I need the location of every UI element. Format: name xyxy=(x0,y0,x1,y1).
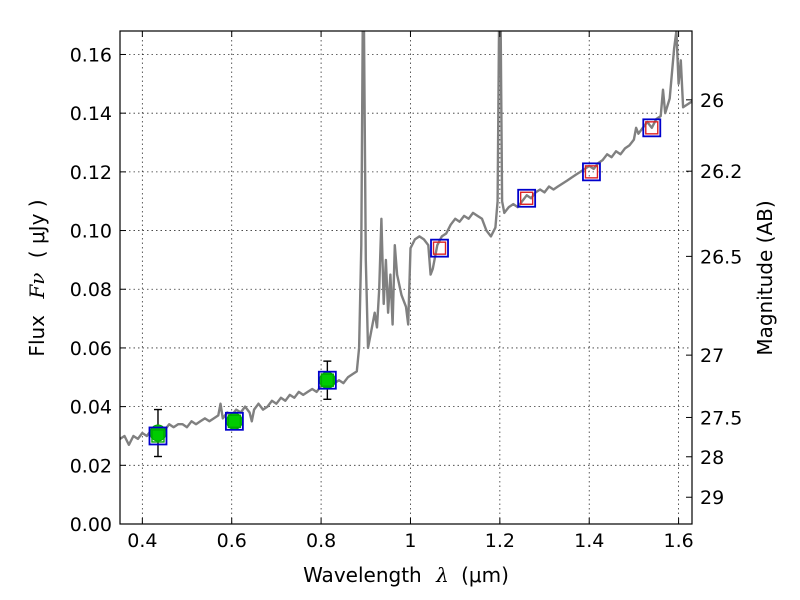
y-axis-title-prefix: Flux xyxy=(25,315,49,357)
grid-layer xyxy=(120,31,692,525)
y-tick-label: 0.08 xyxy=(70,279,112,301)
model-point xyxy=(151,429,165,443)
x-axis-title: Wavelength λ (μm) xyxy=(303,563,509,587)
filter-box xyxy=(517,188,537,208)
x-tick-label: 0.8 xyxy=(306,530,336,552)
x-tick-label: 1.2 xyxy=(485,530,515,552)
filter-box xyxy=(317,370,337,390)
plot-frame xyxy=(119,30,693,525)
model-point xyxy=(584,165,599,179)
y-tick-label: 0.16 xyxy=(70,44,112,66)
mag-tick-label: 26.5 xyxy=(700,246,742,268)
ticks-layer: 0.4 0.6 0.8 1 1.2 1.4 1.6 0.00 0.02 0.04 0.06 0.08 0… xyxy=(70,31,742,552)
x-axis-title-symbol: λ xyxy=(435,563,449,587)
model-point xyxy=(519,191,534,205)
mag-tick-label: 26 xyxy=(700,90,724,112)
y-tick-label: 0.04 xyxy=(70,397,112,419)
y-tick-label: 0.10 xyxy=(70,221,112,243)
model-point xyxy=(645,121,659,135)
y-tick-label: 0.06 xyxy=(70,338,112,360)
filter-box xyxy=(642,118,662,138)
x-tick-label: 1.4 xyxy=(574,530,604,552)
y-tick-label: 0.02 xyxy=(70,455,112,477)
x-tick-label: 1 xyxy=(404,530,416,552)
model-point xyxy=(227,414,242,428)
y-tick-label: 0.14 xyxy=(70,103,112,125)
y-axis-title: Flux Fν ( μJy ) xyxy=(25,199,49,356)
x-tick-label: 0.6 xyxy=(217,530,247,552)
y-tick-label: 0.00 xyxy=(70,514,112,536)
x-axis-title-prefix: Wavelength xyxy=(303,563,422,587)
model-point xyxy=(432,241,447,255)
mag-tick-label: 27.5 xyxy=(700,407,742,429)
y-tick-label: 0.12 xyxy=(70,162,112,184)
x-axis-title-units: (μm) xyxy=(461,563,509,587)
y-axis-title-symbol: Fν xyxy=(25,273,49,300)
mag-tick-label: 27 xyxy=(700,345,724,367)
x-tick-label: 1.6 xyxy=(663,530,693,552)
filter-box xyxy=(582,162,601,182)
filter-box xyxy=(148,426,168,446)
model-point xyxy=(320,373,335,387)
y-axis-title-units: ( μJy ) xyxy=(25,199,49,258)
x-tick-label: 0.4 xyxy=(127,530,157,552)
mag-tick-label: 29 xyxy=(700,487,724,509)
mag-tick-label: 28 xyxy=(700,447,724,469)
right-axis-title: Magnitude (AB) xyxy=(753,200,777,355)
filter-box xyxy=(430,238,449,258)
filter-box xyxy=(224,411,244,431)
points-layer xyxy=(148,118,662,458)
mag-tick-label: 26.2 xyxy=(700,161,742,183)
